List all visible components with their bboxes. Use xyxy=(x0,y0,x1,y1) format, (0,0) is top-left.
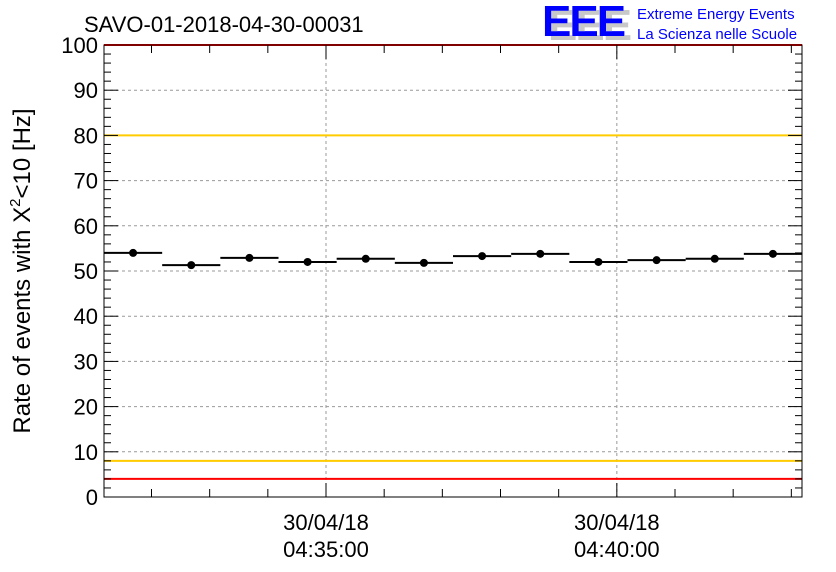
y-tick-label: 100 xyxy=(61,33,98,58)
logo-line2: La Scienza nelle Scuole xyxy=(637,26,797,43)
data-series xyxy=(104,248,802,270)
y-tick-label: 50 xyxy=(74,259,98,284)
x-tick-time: 04:40:00 xyxy=(574,537,660,562)
y-tick-labels: 0 10 20 30 40 50 60 70 80 90 100 xyxy=(61,33,98,510)
data-point xyxy=(129,248,138,257)
y-tick-label: 70 xyxy=(74,169,98,194)
axis-ticks xyxy=(104,44,802,498)
y-tick-label: 40 xyxy=(74,304,98,329)
chart-title: SAVO-01-2018-04-30-00031 xyxy=(84,12,364,37)
y-axis-label: Rate of events with X2<10 [Hz] xyxy=(7,108,36,433)
data-point xyxy=(536,249,545,258)
x-tick-date: 30/04/18 xyxy=(574,510,660,535)
grid xyxy=(104,45,802,497)
data-point xyxy=(478,252,487,261)
eee-logo: EEE Extreme Energy Events La Scienza nel… xyxy=(542,0,797,46)
data-point xyxy=(419,258,428,267)
y-tick-label: 0 xyxy=(86,485,98,510)
y-tick-label: 30 xyxy=(74,349,98,374)
data-point xyxy=(652,256,661,265)
data-point xyxy=(303,257,312,266)
data-point xyxy=(768,249,777,258)
y-tick-label: 80 xyxy=(74,123,98,148)
data-point xyxy=(245,253,254,262)
logo-letters: EEE xyxy=(542,0,625,46)
logo-line1: Extreme Energy Events xyxy=(637,6,795,23)
y-tick-label: 60 xyxy=(74,214,98,239)
y-tick-label: 90 xyxy=(74,78,98,103)
y-tick-label: 20 xyxy=(74,395,98,420)
x-tick-date: 30/04/18 xyxy=(283,510,369,535)
data-point xyxy=(710,254,719,263)
y-tick-label: 10 xyxy=(74,440,98,465)
data-point xyxy=(361,254,370,263)
data-point xyxy=(187,261,196,270)
x-tick-time: 04:35:00 xyxy=(283,537,369,562)
data-point xyxy=(594,257,603,266)
